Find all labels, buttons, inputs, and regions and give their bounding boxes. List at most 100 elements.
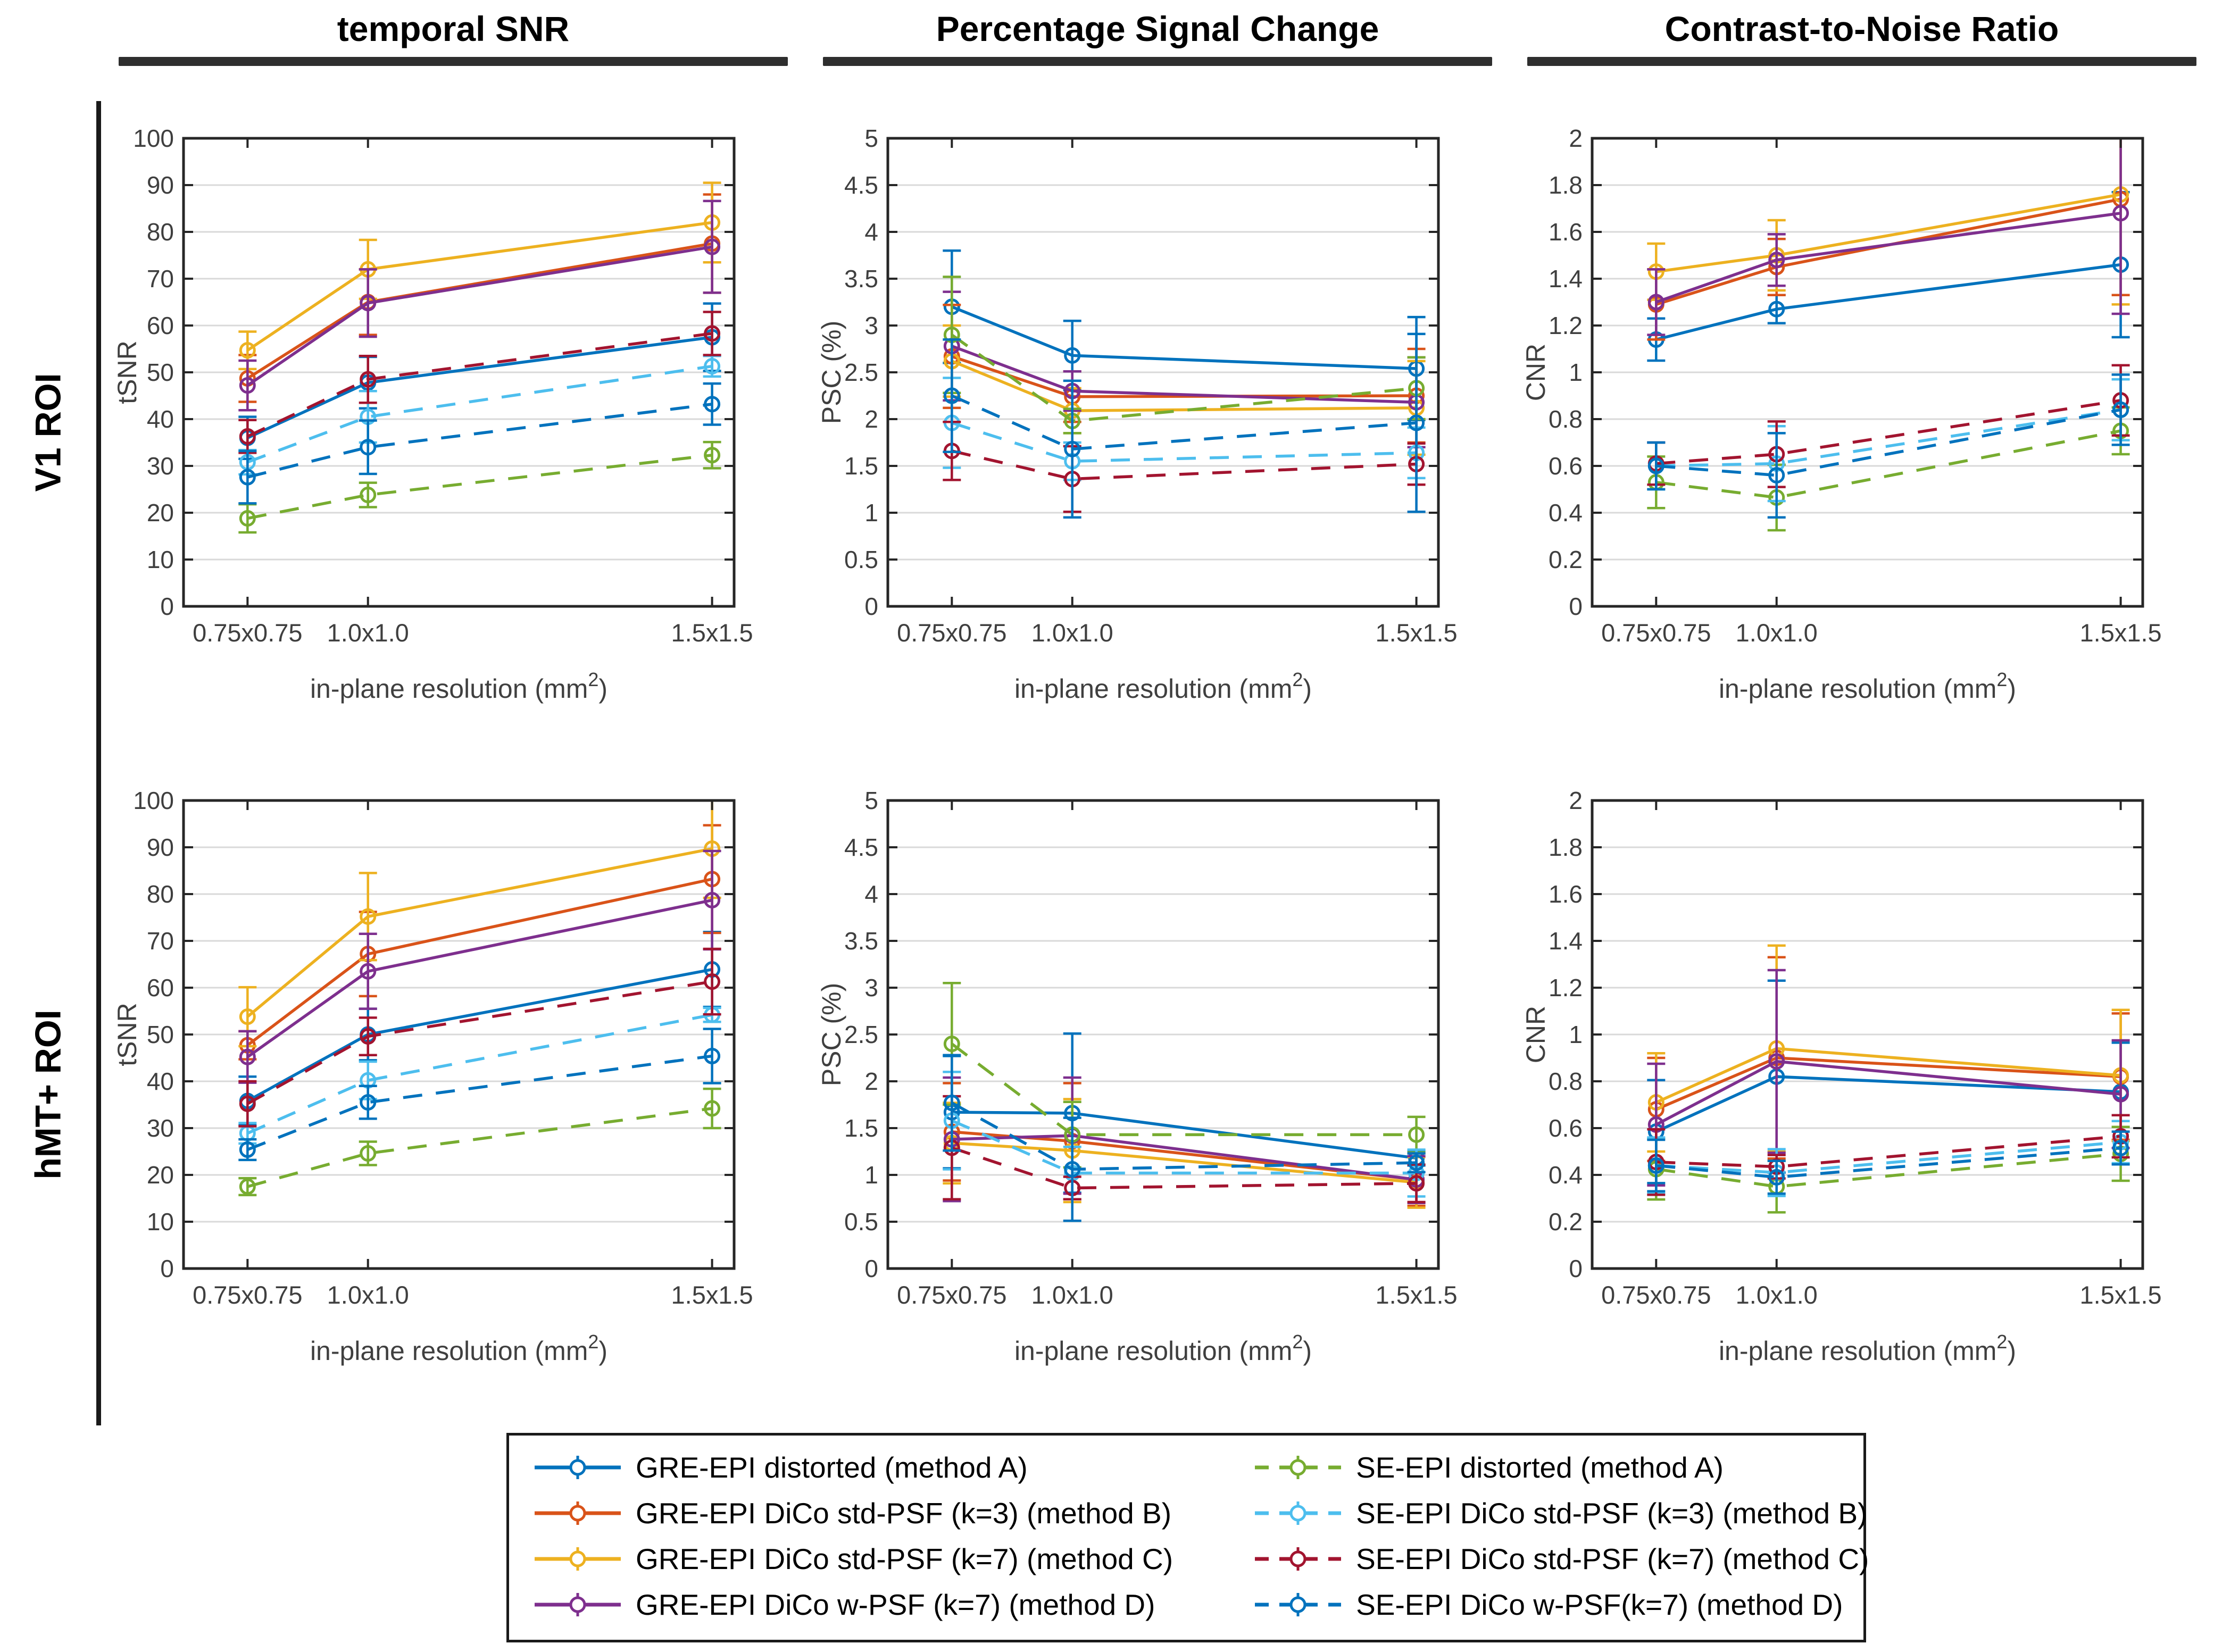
row-label-hmt: hMT+ ROI	[28, 1009, 69, 1180]
y-tick-label: 0	[1569, 593, 1583, 620]
row-label-cell-hmt: hMT+ ROI	[0, 763, 101, 1425]
series-group	[943, 249, 1426, 519]
data-point-marker-se-c	[239, 1095, 256, 1112]
data-point-marker-se-c	[704, 325, 721, 342]
data-point-marker-se-a	[704, 447, 721, 464]
chart-2: 0 0.2 0.4 0.6 0.8 1 1.2 1.4 1.6 1.8 2 0.75x0.75 1.0x…	[1521, 124, 2162, 704]
legend-entry-gre-distorted: GRE-EPI distorted (method A)	[532, 1450, 1173, 1484]
series-line-gre-c	[246, 221, 712, 352]
legend-sample-marker	[569, 1550, 586, 1567]
legend-sample-marker	[569, 1596, 586, 1613]
x-tick-label: 1.0x1.0	[327, 619, 409, 647]
series-line-gre-d	[246, 898, 713, 1058]
y-tick-label: 40	[147, 1067, 174, 1095]
data-point-marker-se-d	[704, 1047, 721, 1064]
y-tick-label: 70	[147, 265, 174, 293]
legend-label: GRE-EPI DiCo std-PSF (k=3) (method B)	[636, 1497, 1172, 1530]
y-tick-label: 1.5	[844, 1114, 878, 1142]
series-line-se-b	[247, 364, 712, 464]
data-point-marker-gre-d	[2112, 1086, 2129, 1103]
y-tick-label: 1.5	[844, 452, 878, 480]
data-point-marker-gre-d	[1647, 294, 1664, 311]
legend-label: GRE-EPI distorted (method A)	[636, 1451, 1028, 1484]
y-tick-label: 2	[864, 405, 878, 433]
data-point-marker-se-d	[1768, 1169, 1785, 1186]
legend-label: SE-EPI DiCo w-PSF(k=7) (method D)	[1356, 1588, 1843, 1621]
y-tick-label: 5	[864, 124, 878, 152]
series-line-se-b	[1656, 1140, 2121, 1174]
legend-label: GRE-EPI DiCo std-PSF (k=7) (method C)	[636, 1542, 1173, 1575]
legend-sample-marker	[1289, 1505, 1306, 1522]
legend-label: SE-EPI distorted (method A)	[1356, 1451, 1724, 1484]
series-line-gre-a	[1655, 263, 2121, 341]
y-tick-label: 2	[1569, 124, 1583, 152]
x-tick-label: 1.5x1.5	[2080, 619, 2162, 647]
column-title-tsnr: temporal SNR	[337, 9, 570, 48]
legend-label: SE-EPI DiCo std-PSF (k=7) (method C)	[1356, 1542, 1869, 1575]
data-point-marker-se-d	[1647, 457, 1664, 474]
x-axis-label: in-plane resolution (mm2)	[310, 1331, 607, 1366]
x-tick-label: 0.75x0.75	[193, 619, 302, 647]
y-tick-label: 0.2	[1549, 546, 1583, 573]
panel-v1-cnr: 0 0.2 0.4 0.6 0.8 1 1.2 1.4 1.6 1.8 2 0.75x0.75 1.0x…	[1510, 101, 2214, 763]
series-line-gre-c	[246, 847, 713, 1018]
y-axis-label: CNR	[1521, 1006, 1551, 1063]
column-title-underline	[823, 56, 1492, 66]
chart-5: 0 0.2 0.4 0.6 0.8 1 1.2 1.4 1.6 1.8 2 0.75x0.75 1.0x…	[1521, 787, 2162, 1366]
series-line-gre-c	[1655, 1047, 2121, 1104]
row-label-cell-v1: V1 ROI	[0, 101, 101, 763]
series-line-gre-c	[951, 360, 1417, 412]
legend-line-sample-gre-c	[535, 1547, 621, 1571]
x-axis-label: in-plane resolution (mm2)	[1719, 669, 2016, 704]
x-axis-label: in-plane resolution (mm2)	[1014, 1331, 1312, 1366]
series-group	[943, 981, 1426, 1222]
y-tick-label: 1	[864, 499, 878, 527]
data-point-marker-se-d	[2112, 1139, 2129, 1156]
y-tick-label: 2.5	[844, 358, 878, 386]
y-tick-label: 3	[864, 974, 878, 1002]
series-line-se-d	[247, 1054, 712, 1152]
column-title-underline	[119, 56, 788, 66]
y-tick-label: 1	[1569, 1021, 1583, 1048]
series-line-gre-c	[1655, 193, 2121, 273]
series-line-se-d	[951, 394, 1417, 451]
series-line-gre-d	[951, 345, 1417, 404]
y-tick-label: 4.5	[844, 171, 878, 199]
legend-entry-se-dico-wpsf: SE-EPI DiCo w-PSF(k=7) (method D)	[1253, 1588, 1869, 1622]
data-point-marker-gre-c	[239, 342, 256, 359]
x-tick-label: 1.0x1.0	[327, 1281, 409, 1309]
data-point-marker-gre-d	[239, 377, 256, 394]
series-line-gre-a	[247, 336, 712, 439]
data-point-marker-gre-c	[360, 908, 377, 925]
legend-sample-marker	[1289, 1550, 1306, 1567]
legend-entry-se-dico-k3: SE-EPI DiCo std-PSF (k=3) (method B)	[1253, 1496, 1869, 1530]
x-axis-label: in-plane resolution (mm2)	[310, 669, 607, 704]
y-tick-label: 3	[864, 312, 878, 339]
y-tick-label: 10	[147, 1208, 174, 1236]
y-tick-label: 3.5	[844, 927, 878, 955]
legend-entry-se-dico-k7: SE-EPI DiCo std-PSF (k=7) (method C)	[1253, 1542, 1869, 1576]
series-line-se-c	[247, 332, 712, 438]
x-axis-label: in-plane resolution (mm2)	[1014, 669, 1312, 704]
data-point-marker-gre-d	[1768, 1053, 1785, 1070]
data-point-marker-gre-d	[704, 238, 721, 255]
series-group	[238, 181, 721, 534]
y-tick-label: 80	[147, 880, 174, 908]
legend-entry-gre-dico-wpsf: GRE-EPI DiCo w-PSF (k=7) (method D)	[532, 1588, 1173, 1622]
x-tick-label: 1.0x1.0	[1736, 619, 1818, 647]
legend-entry-gre-dico-k3: GRE-EPI DiCo std-PSF (k=3) (method B)	[532, 1496, 1173, 1530]
y-tick-label: 1	[864, 1161, 878, 1189]
legend-sample-marker	[569, 1505, 586, 1522]
data-point-marker-se-a	[704, 1100, 721, 1117]
y-tick-label: 0.4	[1549, 1161, 1583, 1189]
y-tick-label: 1.6	[1549, 880, 1583, 908]
series-line-se-b	[1656, 408, 2121, 468]
y-tick-label: 30	[147, 452, 174, 480]
chart-1: 0 0.5 1 1.5 2 2.5 3 3.5 4 4.5 5 0.75x0.75 1.0x1.0 1.5…	[817, 124, 1458, 704]
legend-line-sample-se-d	[1255, 1593, 1342, 1616]
y-tick-label: 40	[147, 405, 174, 433]
y-tick-label: 100	[133, 124, 174, 152]
chart-3: 0 10 20 30 40 50 60 70 80 90 100 0.75x0.75 1.0x1.0 1.…	[112, 787, 753, 1366]
x-tick-label: 0.75x0.75	[193, 1281, 302, 1309]
